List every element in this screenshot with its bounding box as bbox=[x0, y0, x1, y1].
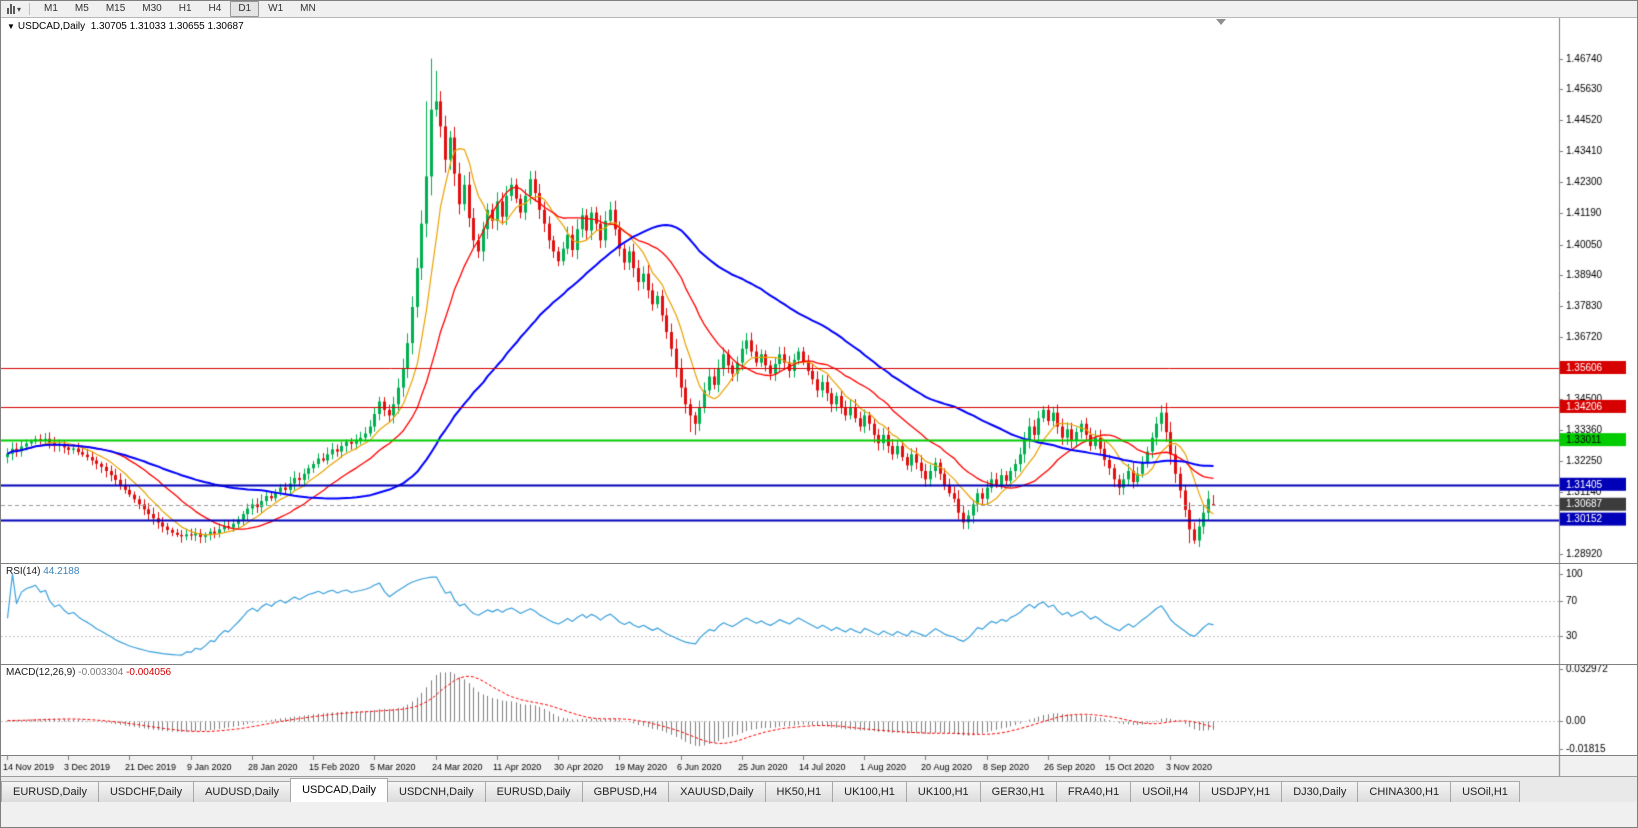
timeframe-button-m1[interactable]: M1 bbox=[44, 3, 58, 14]
symbol-tabbar: EURUSD,Daily USDCHF,Daily AUDUSD,Daily USDC… bbox=[1, 776, 1637, 802]
timeframe-toolbar: ▾ M1 M5 M15 M30 H1 H4 D1 W1 MN bbox=[1, 1, 1637, 18]
symbol-tab-13[interactable]: USOil,H4 bbox=[1130, 781, 1201, 802]
symbol-tab-3[interactable]: USDCAD,Daily bbox=[290, 778, 389, 802]
symbol-tab-0[interactable]: EURUSD,Daily bbox=[1, 781, 99, 802]
symbol-tab-15[interactable]: DJ30,Daily bbox=[1281, 781, 1359, 802]
toolbar-separator bbox=[29, 3, 31, 15]
dropdown-caret-icon[interactable]: ▾ bbox=[17, 4, 22, 14]
symbol-tab-1[interactable]: USDCHF,Daily bbox=[97, 781, 195, 802]
symbol-tab-10[interactable]: UK100,H1 bbox=[905, 781, 981, 802]
rsi-chart-canvas[interactable] bbox=[1, 564, 1637, 664]
symbol-tab-16[interactable]: CHINA300,H1 bbox=[1357, 781, 1452, 802]
symbol-tab-5[interactable]: EURUSD,Daily bbox=[484, 781, 583, 802]
candlestick-chart-canvas[interactable] bbox=[1, 18, 1637, 563]
macd-panel: MACD(12,26,9) -0.003304 -0.004056 bbox=[1, 664, 1637, 755]
main-chart-panel: ▼ USDCAD,Daily 1.30705 1.31033 1.30655 1.… bbox=[1, 18, 1637, 563]
timeframe-button-h4[interactable]: H4 bbox=[208, 3, 222, 14]
symbol-tab-6[interactable]: GBPUSD,H4 bbox=[581, 781, 670, 802]
timeframe-button-m30[interactable]: M30 bbox=[142, 3, 162, 14]
chart-type-icon[interactable] bbox=[7, 4, 15, 14]
chart-symbol-label: USDCAD,Daily bbox=[17, 21, 86, 32]
collapse-triangle-icon[interactable]: ▼ bbox=[7, 22, 15, 31]
rsi-name: RSI(14) bbox=[6, 566, 41, 577]
timeframe-button-mn[interactable]: MN bbox=[300, 3, 316, 14]
symbol-tab-2[interactable]: AUDUSD,Daily bbox=[193, 781, 292, 802]
symbol-tab-8[interactable]: HK50,H1 bbox=[764, 781, 834, 802]
macd-chart-canvas[interactable] bbox=[1, 665, 1637, 755]
rsi-value: 44.2188 bbox=[43, 566, 80, 577]
symbol-tab-11[interactable]: GER30,H1 bbox=[979, 781, 1057, 802]
timeframe-button-h1[interactable]: H1 bbox=[178, 3, 192, 14]
chart-ohlc-values: 1.30705 1.31033 1.30655 1.30687 bbox=[90, 21, 244, 32]
macd-value-main: -0.003304 bbox=[78, 667, 124, 678]
chart-title: ▼ USDCAD,Daily 1.30705 1.31033 1.30655 1.… bbox=[7, 21, 244, 32]
symbol-tab-9[interactable]: UK100,H1 bbox=[832, 781, 907, 802]
symbol-tab-14[interactable]: USDJPY,H1 bbox=[1199, 781, 1283, 802]
date-axis bbox=[1, 755, 1637, 776]
timeframe-button-w1[interactable]: W1 bbox=[268, 3, 284, 14]
symbol-tab-17[interactable]: USOil,H1 bbox=[1450, 781, 1520, 802]
date-axis-canvas[interactable] bbox=[1, 756, 1637, 776]
timeframe-button-m15[interactable]: M15 bbox=[105, 3, 126, 14]
timeframe-button-m5[interactable]: M5 bbox=[74, 3, 89, 14]
symbol-tab-12[interactable]: FRA40,H1 bbox=[1055, 781, 1132, 802]
macd-name: MACD(12,26,9) bbox=[6, 667, 76, 678]
symbol-tab-4[interactable]: USDCNH,Daily bbox=[387, 781, 486, 802]
timeframe-button-d1[interactable]: D1 bbox=[230, 1, 260, 17]
symbol-tab-7[interactable]: XAUUSD,Daily bbox=[668, 781, 766, 802]
macd-value-signal: -0.004056 bbox=[126, 667, 172, 678]
timeframe-buttons: M1 M5 M15 M30 H1 H4 D1 W1 MN bbox=[36, 1, 325, 17]
rsi-label: RSI(14) 44.2188 bbox=[6, 566, 79, 577]
rsi-panel: RSI(14) 44.2188 bbox=[1, 563, 1637, 664]
macd-label: MACD(12,26,9) -0.003304 -0.004056 bbox=[6, 667, 171, 678]
chart-shift-marker[interactable] bbox=[1216, 19, 1226, 25]
window-bottom-filler bbox=[1, 802, 1637, 827]
